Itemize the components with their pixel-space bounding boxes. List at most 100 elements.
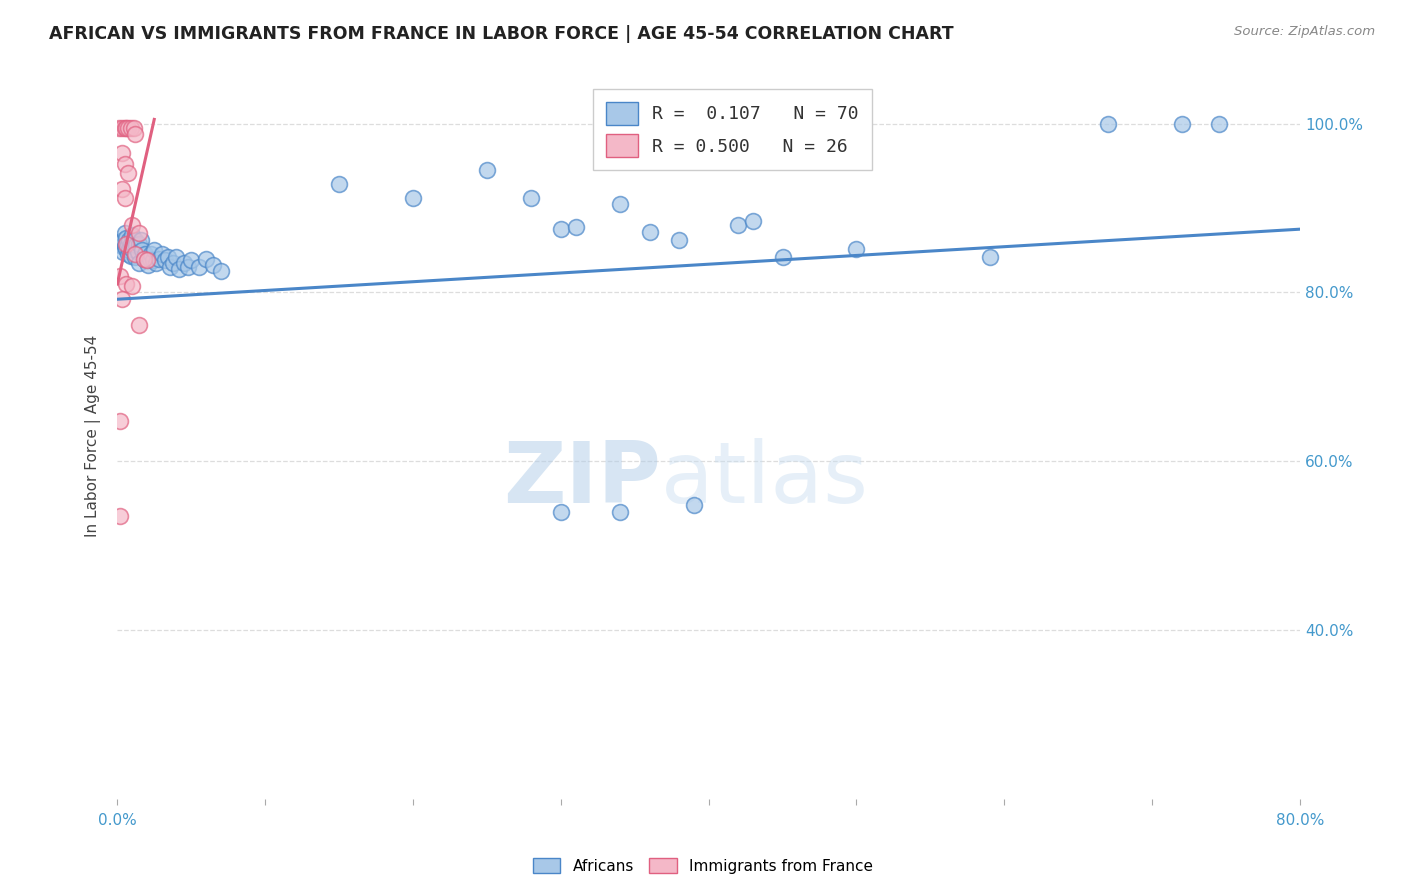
Point [111,120,134,135]
Point [135,253,157,268]
Point [114,191,136,205]
Point [118,244,141,258]
Point [114,227,136,241]
Point [124,233,146,247]
Point [112,244,135,259]
Point [194,252,217,266]
Point [156,250,179,264]
Point [609,505,631,519]
Point [173,256,195,270]
Point [328,178,350,192]
Point [117,166,139,180]
Point [111,182,134,196]
Point [117,247,139,261]
Point [209,264,232,278]
Point [550,505,572,519]
Point [136,259,159,273]
Point [177,260,200,275]
Point [169,261,191,276]
Point [132,252,155,266]
Point [550,222,572,236]
Point [110,509,132,524]
Point [165,250,187,264]
Point [121,278,143,293]
Point [139,252,162,266]
Text: ZIP: ZIP [503,438,661,521]
Point [131,244,153,258]
Text: AFRICAN VS IMMIGRANTS FROM FRANCE IN LABOR FORCE | AGE 45-54 CORRELATION CHART: AFRICAN VS IMMIGRANTS FROM FRANCE IN LAB… [49,25,953,43]
Point [187,260,209,275]
Point [132,252,155,266]
Point [742,213,765,227]
Point [110,235,132,249]
Point [638,225,661,239]
Point [117,236,139,251]
Point [772,250,794,264]
Text: Source: ZipAtlas.com: Source: ZipAtlas.com [1234,25,1375,38]
Point [107,120,129,135]
Point [129,233,152,247]
Point [115,277,138,291]
Point [727,218,749,232]
Point [153,253,176,268]
Point [121,218,143,232]
Point [120,120,142,135]
Point [142,253,165,268]
Point [111,146,134,161]
Point [402,191,425,205]
Point [112,233,135,247]
Point [134,247,156,261]
Point [111,239,134,253]
Point [202,259,225,273]
Point [979,250,1001,264]
Point [128,256,150,270]
Point [128,227,150,241]
Point [118,233,141,247]
Point [668,233,690,247]
Point [683,498,706,512]
Point [122,120,145,135]
Point [120,236,142,251]
Point [124,250,146,264]
Legend: R =  0.107   N = 70, R = 0.500   N = 26: R = 0.107 N = 70, R = 0.500 N = 26 [593,89,872,170]
Point [609,197,631,211]
Point [117,120,139,135]
Point [107,236,129,251]
Point [121,228,143,243]
Point [143,244,166,258]
Point [150,247,173,261]
Point [159,260,181,275]
Point [110,268,132,283]
Point [111,292,134,306]
Point [114,120,136,135]
Point [180,253,202,268]
Point [135,253,157,268]
Point [115,120,138,135]
Point [1208,117,1230,131]
Point [124,247,146,261]
Point [115,230,138,244]
Point [145,256,167,270]
Text: atlas: atlas [661,438,869,521]
Y-axis label: In Labor Force | Age 45-54: In Labor Force | Age 45-54 [86,334,101,537]
Point [124,127,146,141]
Point [475,163,498,178]
Point [114,157,136,171]
Point [162,256,184,270]
Point [115,242,138,256]
Point [1171,117,1194,131]
Point [122,239,145,253]
Point [127,244,149,259]
Point [110,414,132,428]
Point [520,191,543,205]
Point [125,238,148,252]
Point [121,242,143,256]
Point [141,247,163,261]
Point [148,252,170,266]
Point [115,236,138,251]
Point [845,242,868,256]
Point [128,318,150,332]
Point [564,219,586,234]
Legend: Africans, Immigrants from France: Africans, Immigrants from France [527,852,879,880]
Point [1097,117,1119,131]
